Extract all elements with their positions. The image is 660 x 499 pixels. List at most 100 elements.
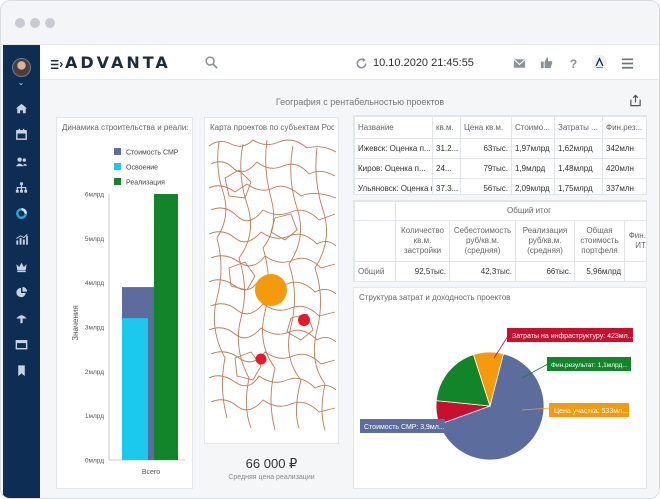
summary-table-panel: Общий итог Количество кв.м. застройки Се… <box>353 200 647 282</box>
window-dot-3 <box>45 18 55 28</box>
export-icon[interactable] <box>629 94 642 107</box>
search-icon[interactable] <box>204 55 219 70</box>
browser-chrome <box>1 1 659 45</box>
table-cell: 420млн <box>602 158 646 179</box>
hamburger-menu-icon[interactable] <box>620 56 635 71</box>
crown-icon[interactable] <box>14 259 29 274</box>
column-header[interactable]: Общая стоимость портфеля <box>574 220 625 262</box>
bookmark-icon[interactable] <box>14 363 29 378</box>
table-cell: 1,9млрд <box>511 158 555 179</box>
hierarchy-icon[interactable] <box>14 180 29 195</box>
pie-label-leaders <box>444 335 551 427</box>
summary-table: Общий итог Количество кв.м. застройки Се… <box>354 201 646 281</box>
y-tick-label: 4млрд <box>85 280 104 287</box>
bar-chart-ylabel: Значения <box>71 305 80 340</box>
table-cell: 79тыс. <box>460 158 512 179</box>
map-marker-large <box>255 274 287 306</box>
pie-label-smr-cost <box>360 419 445 433</box>
table-cell: Киров: Оценка п... <box>354 158 433 179</box>
legend-swatch <box>114 148 121 155</box>
avg-price-label: Средняя цена реализации <box>228 474 315 481</box>
table-cell: Ижевск: Оценка п... <box>354 138 433 159</box>
y-tick-label: 2млрд <box>85 369 104 376</box>
y-tick-label: 0млрд <box>85 458 104 465</box>
map-panel: Карта проектов по субъектам Российской Ф… <box>204 117 339 444</box>
column-header[interactable]: Цена кв.м. <box>460 116 512 139</box>
sidebar: ⌄ <box>3 45 40 498</box>
y-tick-label: 5млрд <box>85 236 104 243</box>
pie-label-fin-result <box>547 357 631 371</box>
table-cell: 337млн <box>602 178 646 194</box>
bar-3[interactable] <box>154 194 178 460</box>
column-header[interactable]: Фин.рез... <box>602 116 646 139</box>
app-logo: ADVANTA <box>65 53 171 72</box>
table-cell: 56тыс. <box>460 178 512 194</box>
pie-label-smr-cost-text: Стоимость СМР: 3,9мл... <box>364 424 445 431</box>
projects-table-header: Название кв.м. Цена кв.м. Стоимо... Затр… <box>354 116 646 139</box>
refresh-icon[interactable] <box>354 56 369 71</box>
table-cell: 31.2... <box>432 138 461 159</box>
datetime-display: 10.10.2020 21:45:55 <box>373 57 474 69</box>
pie-label-land-price <box>549 403 629 417</box>
legend-label: Реализация <box>126 180 165 187</box>
avatar[interactable] <box>12 58 31 77</box>
bar-chart-icon[interactable] <box>14 232 29 247</box>
mushroom-icon[interactable] <box>14 311 29 326</box>
table-cell: 66тыс. <box>515 261 575 281</box>
pie-label-infrastructure <box>507 328 633 342</box>
table-cell: 1,97млрд <box>511 138 555 159</box>
column-header[interactable]: Количество кв.м. застройки <box>395 220 450 262</box>
calendar-icon[interactable] <box>14 127 29 142</box>
donut-chart-icon[interactable] <box>14 206 29 221</box>
projects-table-panel: Название кв.м. Цена кв.м. Стоимо... Затр… <box>353 115 647 195</box>
bar-chart: Стоимость СМР Освоение Реализация 6млрд 5мл… <box>71 148 185 476</box>
bar-2[interactable] <box>122 318 148 460</box>
pie-slice-1[interactable] <box>438 353 545 461</box>
pie-slice-4[interactable] <box>472 351 504 408</box>
pie-chart-panel: Структура затрат и доходность проектов З… <box>353 287 647 489</box>
card-icon[interactable] <box>14 337 29 352</box>
bar-chart-panel: Динамика строительства и реализации Стои… <box>56 117 193 489</box>
pie-chart: Затраты на инфраструктуру: 423мл... Фин.… <box>360 328 634 461</box>
region-map <box>208 139 337 431</box>
column-header[interactable]: Себестоимость руб/кв.м. (средняя) <box>449 220 516 262</box>
account-icon[interactable] <box>591 54 608 71</box>
table-row[interactable]: Киров: Оценка п... 24... 79тыс. 1,9млрд … <box>354 158 646 179</box>
table-row[interactable]: Ульяновск: Оценка п... 37.3... 56тыс. 2,… <box>354 178 646 194</box>
legend-swatch <box>114 163 121 170</box>
table-cell: 1,75млрд <box>554 178 603 194</box>
table-cell: 5,96млрд <box>574 261 625 281</box>
pie-slice-3[interactable] <box>435 354 491 407</box>
map-marker-east <box>298 314 310 326</box>
column-header[interactable]: Затраты ... <box>554 116 603 139</box>
legend-label: Освоение <box>126 165 158 172</box>
pie-label-fin-result-text: Фин.результат: 1,1млрд... <box>551 362 628 369</box>
column-header[interactable]: Фин.рез ИТ... <box>623 220 646 262</box>
home-icon[interactable] <box>14 101 29 116</box>
table-cell: 342млн <box>602 138 646 159</box>
legend-label: Стоимость СМР <box>126 150 179 157</box>
users-icon[interactable] <box>14 154 29 169</box>
table-row[interactable]: Ижевск: Оценка п... 31.2... 63тыс. 1,97м… <box>354 138 646 159</box>
pie-chart-title: Структура затрат и доходность проектов <box>359 293 511 302</box>
avg-price-value: 66 000 ₽ <box>245 456 298 471</box>
column-header[interactable]: Название <box>354 116 433 139</box>
pie-chart-icon[interactable] <box>14 285 29 300</box>
column-header[interactable]: Стоимо... <box>511 116 555 139</box>
legend-swatch <box>114 178 121 185</box>
chevron-down-icon[interactable]: ⌄ <box>17 78 25 87</box>
y-tick-label: 6млрд <box>85 192 104 199</box>
table-cell: 42,3тыс. <box>449 261 516 281</box>
help-icon[interactable]: ? <box>566 56 581 71</box>
column-header[interactable]: кв.м. <box>432 116 461 139</box>
pie-label-tags: Затраты на инфраструктуру: 423мл... Фин.… <box>360 328 634 433</box>
menu-collapse-icon[interactable] <box>49 57 64 72</box>
map-panel-title: Карта проектов по субъектам Российской Ф… <box>210 123 334 132</box>
thumbs-up-icon[interactable] <box>539 55 554 70</box>
table-row[interactable]: Общий 92,5тыс. 42,3тыс. 66тыс. 5,96млрд <box>354 261 646 281</box>
table-cell: 1,48млрд <box>554 158 603 179</box>
table-cell: 2,09млрд <box>511 178 555 194</box>
column-header[interactable]: Реализация руб/кв.м. (средняя) <box>515 220 575 262</box>
mail-icon[interactable] <box>512 56 527 71</box>
